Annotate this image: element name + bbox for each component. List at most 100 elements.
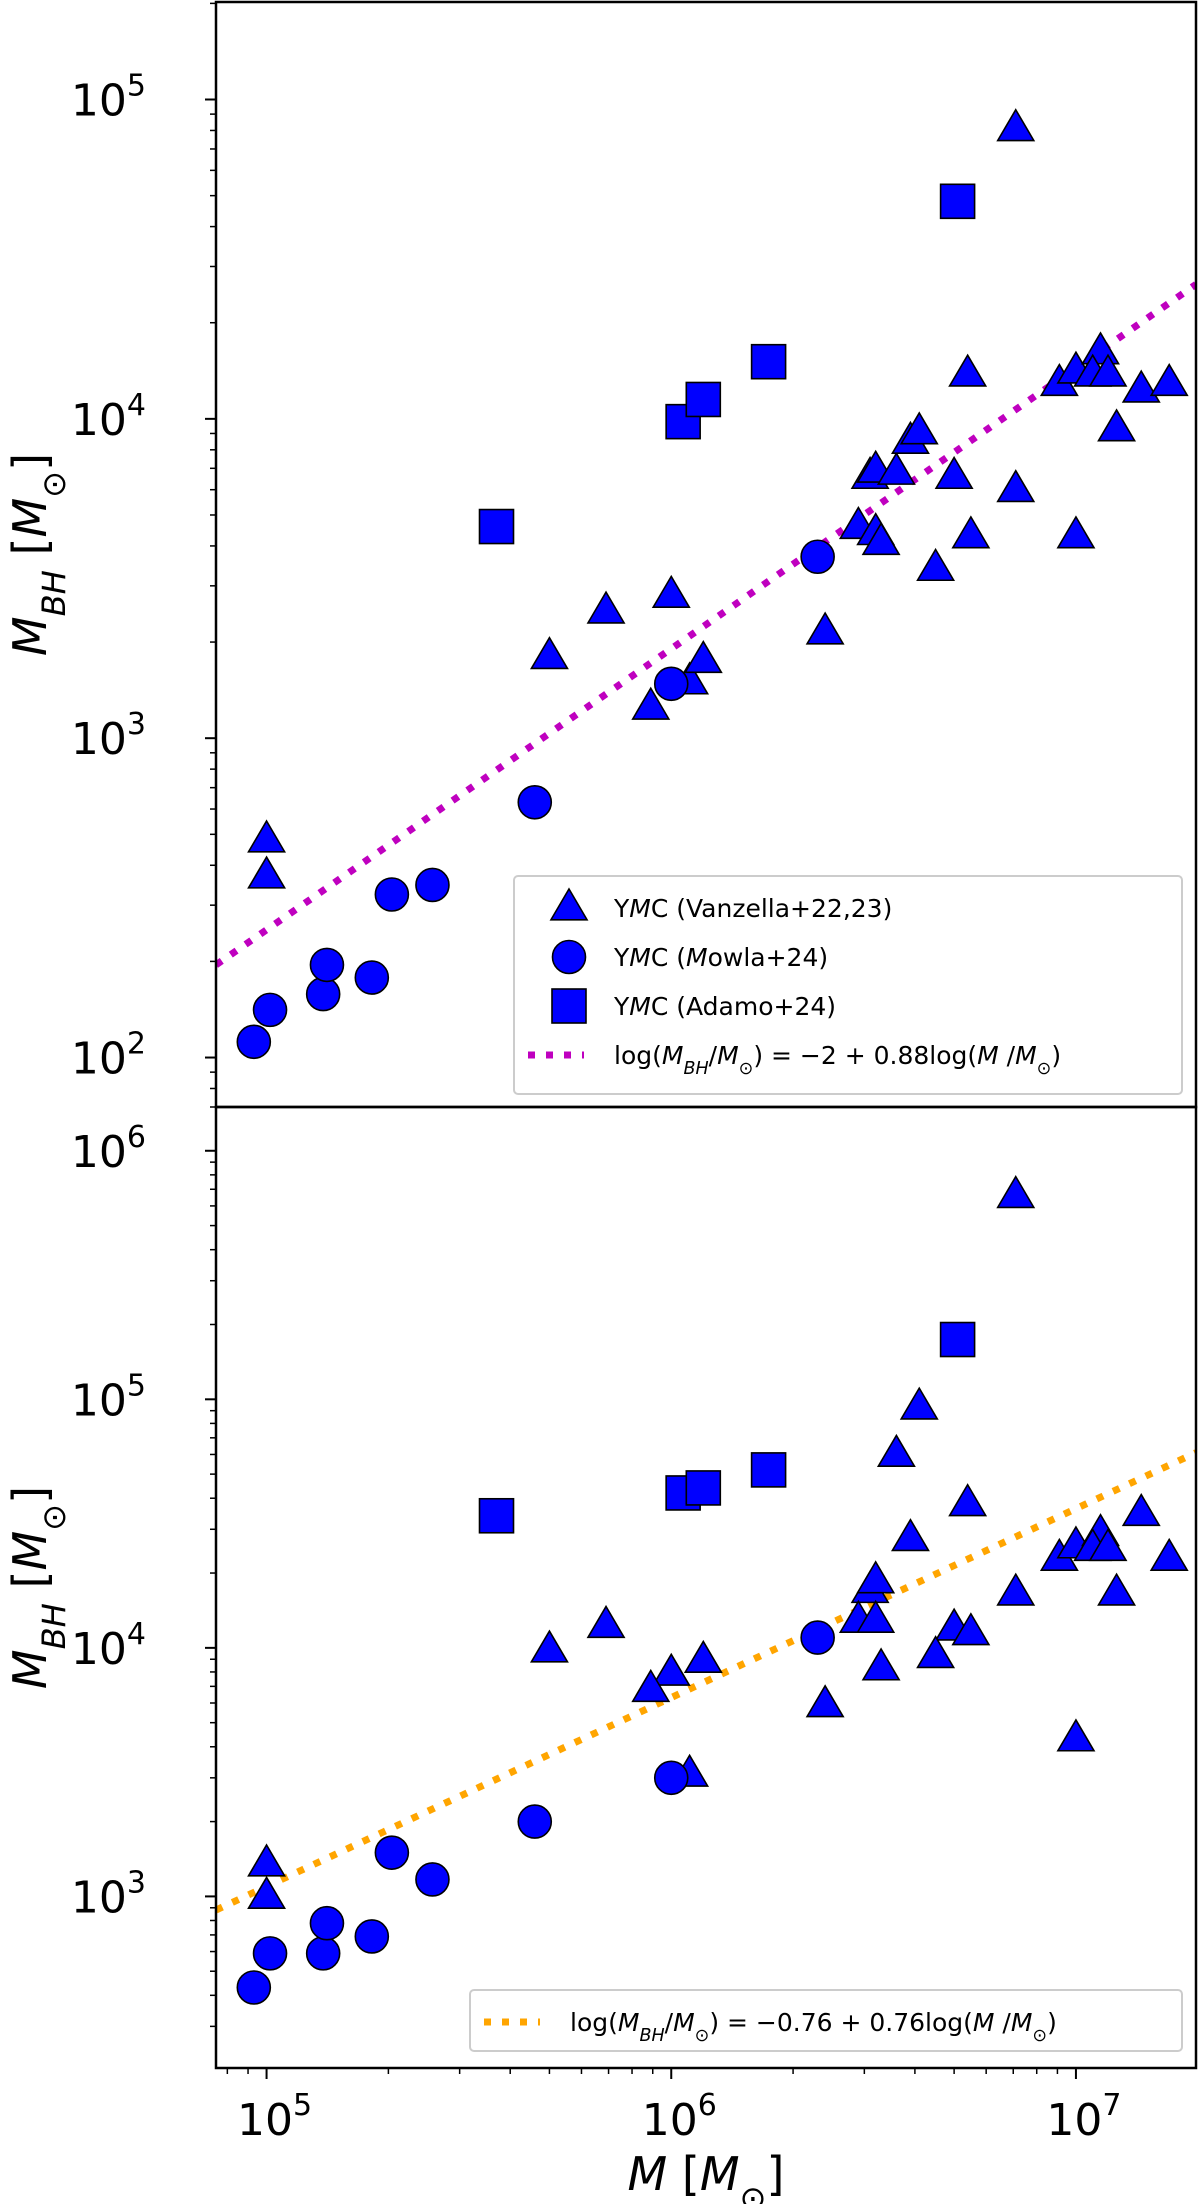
axes-frame: [214, 1105, 1198, 2070]
data-point-square: [478, 508, 515, 545]
data-point-triangle: [586, 1604, 626, 1639]
data-point-square: [939, 1321, 976, 1358]
data-point-triangle: [247, 1875, 287, 1909]
data-point-circle: [236, 1024, 272, 1060]
y-tick-label: 103: [71, 1865, 146, 1923]
data-point-triangle: [683, 1639, 723, 1674]
legend-label: YMC (Mowla+24): [613, 943, 828, 972]
data-point-triangle: [529, 636, 569, 670]
legend-label: log(MBH/M⊙) = −0.76 + 0.76log(M /M⊙): [570, 2008, 1057, 2046]
data-point-triangle: [996, 108, 1036, 142]
data-point-square: [750, 1452, 787, 1488]
plot-area: [216, 108, 1196, 1060]
data-point-circle: [354, 1919, 390, 1954]
data-point-triangle: [1081, 331, 1120, 365]
data-point-triangle: [899, 411, 939, 445]
x-tick-label: 106: [642, 2088, 717, 2146]
data-point-triangle: [247, 855, 287, 889]
data-point-circle: [374, 1835, 410, 1870]
data-point-triangle: [996, 469, 1036, 503]
data-point-circle: [252, 1936, 288, 1971]
plot-area: [216, 1175, 1196, 2005]
data-point-triangle: [899, 1386, 939, 1420]
data-point-triangle: [1121, 369, 1161, 403]
y-tick-label: 105: [71, 69, 146, 127]
legend-box: [513, 875, 1183, 1095]
data-point-triangle: [631, 1668, 671, 1703]
data-point-triangle: [996, 1175, 1036, 1209]
legend-item: log(MBH/M⊙) = −2 + 0.88log(M /M⊙): [528, 1041, 1061, 1079]
data-point-triangle: [861, 1647, 901, 1681]
data-point-square: [478, 1497, 515, 1534]
x-tick-exponent: 7: [1102, 2088, 1121, 2123]
data-point-triangle: [1056, 1718, 1096, 1752]
data-point-triangle: [529, 1629, 569, 1663]
y-tick-label: 103: [71, 707, 146, 765]
legend-marker-circle: [551, 939, 587, 975]
x-axis-label: M [M⊙]: [628, 2147, 785, 2204]
data-point-triangle: [861, 521, 901, 556]
data-point-circle: [517, 784, 553, 820]
data-point-triangle: [1097, 1572, 1137, 1606]
y-tick-label: 105: [71, 1368, 146, 1426]
y-tick-exponent: 6: [127, 1120, 146, 1155]
data-point-triangle: [1149, 1537, 1189, 1572]
y-axis-label: MBH [M⊙]: [3, 1486, 73, 1689]
data-point-circle: [236, 1970, 272, 2005]
data-point-triangle: [1121, 1492, 1161, 1527]
data-point-triangle: [876, 451, 916, 485]
data-point-circle: [305, 1936, 341, 1971]
data-point-circle: [309, 1905, 345, 1941]
data-point-square: [685, 381, 722, 418]
y-tick-exponent: 5: [127, 1368, 146, 1403]
legend-item: YMC (Mowla+24): [551, 939, 828, 975]
data-point-circle: [517, 1804, 553, 1839]
legend-item: YMC (Adamo+24): [551, 988, 836, 1024]
data-point-triangle: [948, 353, 988, 387]
panel-2: 103 104 105 106 105 106 107 MBH [M⊙] M [M⊙] log(M…: [3, 1105, 1198, 2204]
y-tick-exponent: 3: [127, 1865, 146, 1900]
data-point-triangle: [856, 1599, 896, 1633]
data-point-circle: [309, 947, 345, 983]
data-point-triangle: [951, 515, 991, 549]
data-point-triangle: [247, 1843, 287, 1877]
data-point-square: [685, 1470, 722, 1506]
data-point-circle: [354, 960, 390, 995]
data-point-triangle: [856, 1560, 896, 1594]
data-point-triangle: [951, 1612, 991, 1646]
data-point-circle: [305, 976, 341, 1012]
data-point-triangle: [1149, 362, 1189, 397]
legend-label: log(MBH/M⊙) = −2 + 0.88log(M /M⊙): [614, 1041, 1061, 1079]
y-tick-label: 106: [71, 1120, 146, 1178]
data-point-triangle: [934, 455, 974, 490]
y-tick-label: 102: [71, 1027, 146, 1085]
y-tick-label: 104: [71, 388, 146, 446]
legend-marker-square: [551, 988, 587, 1024]
data-point-triangle: [1088, 1527, 1128, 1562]
fit-line: [216, 281, 1196, 968]
y-tick-label: 104: [71, 1617, 146, 1675]
legend-label: YMC (Adamo+24): [613, 992, 836, 1021]
x-tick-label: 107: [1046, 2088, 1121, 2146]
fit-line: [216, 1449, 1196, 1914]
legend-label: YMC (Vanzella+22,23): [613, 894, 892, 923]
data-point-circle: [374, 877, 410, 912]
data-point-circle: [653, 666, 689, 702]
legend-item: log(MBH/M⊙) = −0.76 + 0.76log(M /M⊙): [484, 2008, 1057, 2046]
legend-item: YMC (Vanzella+22,23): [549, 887, 892, 923]
y-tick-exponent: 5: [127, 69, 146, 104]
data-point-circle: [800, 539, 835, 575]
data-point-triangle: [683, 639, 723, 674]
data-point-triangle: [948, 1483, 988, 1517]
data-point-triangle: [247, 819, 287, 853]
y-tick-exponent: 2: [127, 1027, 146, 1062]
data-point-triangle: [916, 1635, 956, 1669]
y-tick-exponent: 4: [127, 1617, 146, 1652]
data-point-triangle: [631, 686, 671, 720]
data-point-triangle: [651, 574, 691, 608]
data-point-triangle: [651, 1652, 691, 1686]
data-point-triangle: [876, 1433, 916, 1468]
data-point-triangle: [996, 1572, 1036, 1606]
data-point-triangle: [891, 1518, 930, 1552]
